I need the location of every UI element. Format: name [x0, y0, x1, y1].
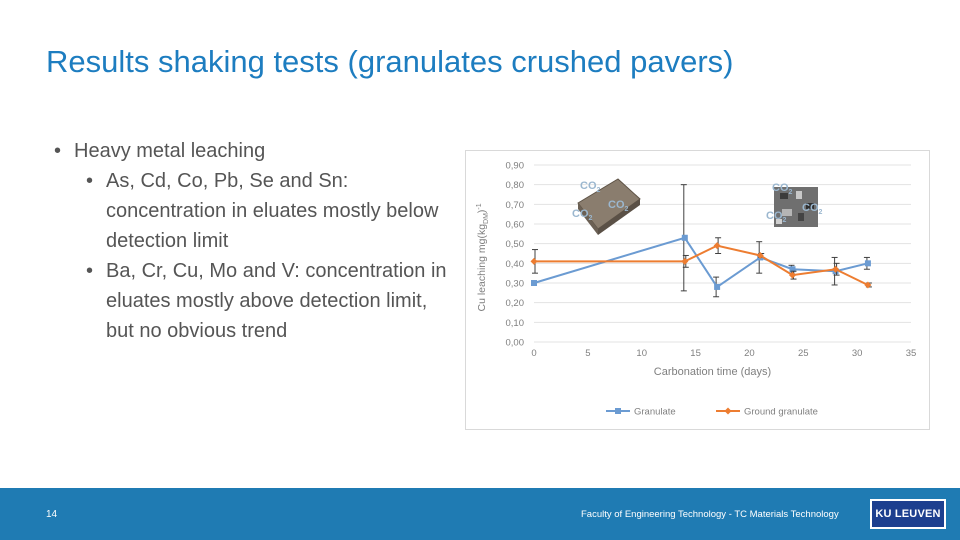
x-tick-label: 20 — [744, 348, 755, 359]
y-tick-label: 0,80 — [506, 180, 525, 191]
series-line-ground-granulate — [534, 244, 869, 286]
data-point — [713, 242, 721, 250]
data-point — [530, 257, 538, 265]
y-tick-label: 0,40 — [506, 259, 525, 270]
legend-label: Granulate — [634, 407, 676, 418]
co2-label: CO2 — [766, 210, 787, 224]
data-point — [714, 283, 721, 290]
data-point — [681, 257, 689, 265]
y-tick-label: 0,90 — [506, 161, 525, 172]
bullet-sub-1: As, Cd, Co, Pb, Se and Sn: concentration… — [86, 166, 454, 256]
data-point — [789, 271, 797, 279]
x-tick-label: 15 — [690, 348, 701, 359]
x-tick-label: 10 — [636, 348, 647, 359]
x-axis-label: Carbonation time (days) — [654, 366, 771, 378]
co2-label: CO2 — [772, 182, 793, 196]
x-tick-label: 35 — [906, 348, 917, 359]
co2-label: CO2 — [580, 180, 601, 194]
bullet-list: Heavy metal leaching As, Cd, Co, Pb, Se … — [54, 136, 454, 346]
x-tick-label: 5 — [585, 348, 590, 359]
y-tick-label: 0,00 — [506, 338, 525, 349]
bullet-sub-2: Ba, Cr, Cu, Mo and V: concentration in e… — [86, 256, 454, 346]
x-tick-label: 25 — [798, 348, 809, 359]
y-tick-label: 0,10 — [506, 318, 525, 329]
data-point — [756, 251, 764, 259]
legend-label: Ground granulate — [744, 407, 818, 418]
footer-text: Faculty of Engineering Technology - TC M… — [581, 509, 839, 520]
page-number: 14 — [46, 509, 58, 520]
data-point — [681, 234, 688, 241]
footer-bar: 14 Faculty of Engineering Technology - T… — [0, 488, 960, 540]
slide-title: Results shaking tests (granulates crushe… — [46, 44, 734, 79]
x-tick-label: 0 — [531, 348, 536, 359]
legend-marker — [615, 408, 621, 414]
chart-container: 0,00 0,10 0,20 0,30 0,40 0,50 0,60 0,70 0,80 0,90… — [465, 150, 930, 430]
data-point — [864, 260, 871, 267]
data-point — [531, 280, 537, 286]
data-point — [832, 265, 840, 273]
y-tick-label: 0,70 — [506, 200, 525, 211]
legend-marker — [724, 407, 732, 415]
ku-leuven-logo: KU LEUVEN — [870, 499, 946, 529]
y-tick-label: 0,30 — [506, 279, 525, 290]
x-tick-label: 30 — [852, 348, 863, 359]
co2-label: CO2 — [572, 208, 593, 222]
granulate-thumbnail-image: CO2 CO2 CO2 — [766, 182, 823, 227]
y-tick-label: 0,60 — [506, 220, 525, 231]
bullet-main: Heavy metal leaching — [54, 136, 454, 166]
y-tick-label: 0,50 — [506, 239, 525, 250]
paver-thumbnail-image: CO2 CO2 CO2 — [572, 178, 641, 235]
y-axis-label: Cu leaching mg(kgDM)-1 — [476, 203, 490, 311]
co2-label: CO2 — [608, 199, 629, 213]
y-tick-label: 0,20 — [506, 298, 525, 309]
data-point — [789, 266, 796, 273]
chart: 0,00 0,10 0,20 0,30 0,40 0,50 0,60 0,70 0,80 0,90… — [476, 161, 917, 418]
co2-label: CO2 — [802, 202, 823, 216]
data-point — [864, 281, 872, 289]
